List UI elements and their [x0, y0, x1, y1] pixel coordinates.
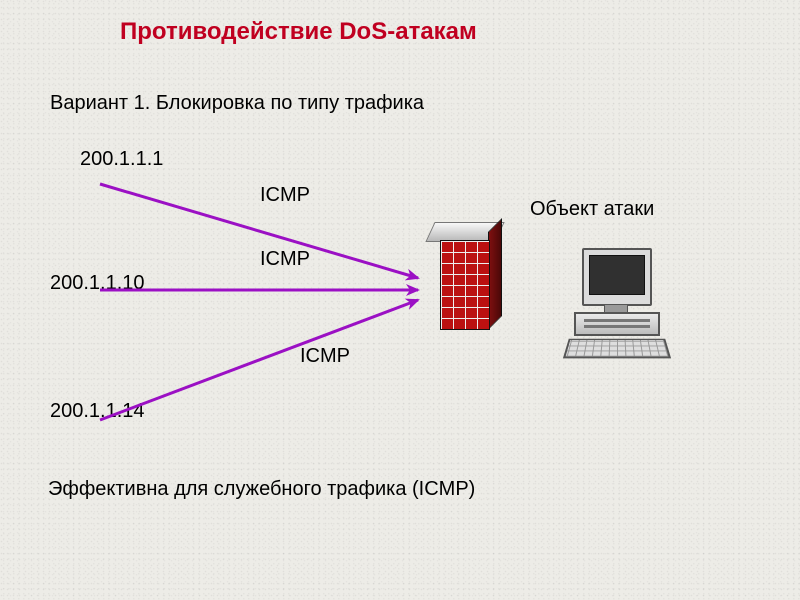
- computer-base: [574, 312, 660, 336]
- firewall-side: [488, 218, 502, 330]
- arrows-layer: [0, 0, 800, 600]
- arrow-1: [100, 184, 418, 278]
- footer-text: Эффективна для служебного трафика (ICMP): [48, 478, 475, 501]
- computer-screen: [589, 255, 645, 295]
- drive-slot: [584, 325, 650, 328]
- firewall-bricks: [440, 240, 490, 330]
- computer-monitor: [582, 248, 652, 306]
- arrow-3: [100, 300, 418, 420]
- drive-slot: [584, 319, 650, 322]
- computer-icon: [560, 248, 670, 358]
- firewall-icon: [440, 236, 488, 328]
- computer-keyboard: [563, 339, 671, 359]
